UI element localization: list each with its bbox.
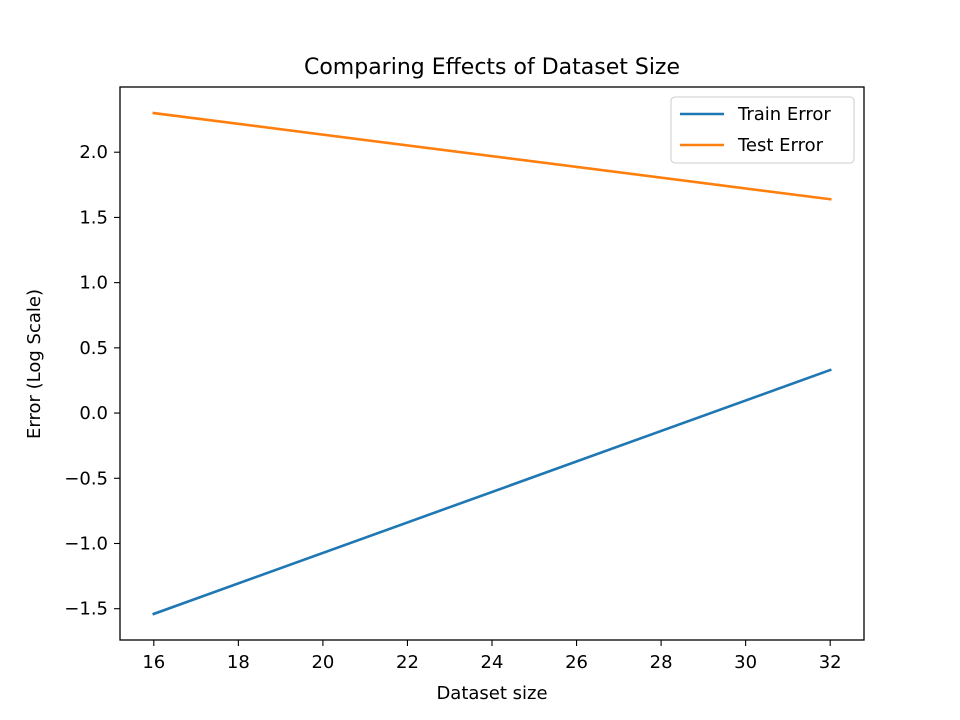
x-tick-label: 30 [734,652,757,673]
x-axis-label: Dataset size [436,683,547,704]
y-tick-label: 0.5 [79,338,108,359]
y-tick-label: −1.0 [64,533,108,554]
chart-title: Comparing Effects of Dataset Size [304,55,680,80]
x-tick-label: 24 [481,652,504,673]
x-tick-label: 28 [650,652,673,673]
y-axis-label: Error (Log Scale) [24,289,45,439]
x-tick-label: 18 [227,652,250,673]
y-tick-label: 1.5 [79,207,108,228]
series-line-1 [152,111,832,201]
x-tick-label: 20 [311,652,334,673]
x-tick-label: 32 [819,652,842,673]
y-tick-label: 0.0 [79,403,108,424]
y-axis: −1.5 −1.0 −0.5 0.0 0.5 1.0 1.5 2.0 [64,142,120,620]
y-tick-label: −1.5 [64,599,108,620]
series-line-0 [152,368,832,616]
x-tick-label: 22 [396,652,419,673]
legend-label-0: Train Error [737,104,831,125]
legend: Train Error Test Error [670,96,855,164]
x-axis: 16 18 20 22 24 26 28 30 32 [142,640,842,673]
x-tick-label: 26 [565,652,588,673]
series-layer [152,111,832,616]
y-tick-label: 2.0 [79,142,108,163]
y-tick-label: −0.5 [64,468,108,489]
legend-label-1: Test Error [737,135,824,156]
y-tick-label: 1.0 [79,273,108,294]
x-tick-label: 16 [142,652,165,673]
